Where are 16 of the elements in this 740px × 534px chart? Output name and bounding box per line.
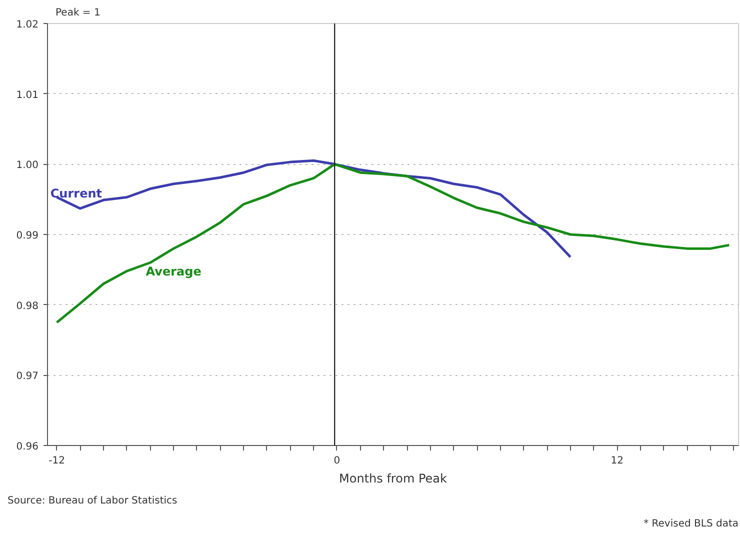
y-tick-label: 1.00 bbox=[16, 160, 38, 172]
y-tick-label: 1.01 bbox=[16, 90, 38, 101]
y-tick-label: 0.98 bbox=[16, 300, 38, 312]
text: * Revised BLS data bbox=[644, 518, 739, 530]
y-tick-label: 0.99 bbox=[16, 230, 38, 242]
y-tick-label: 0.96 bbox=[16, 442, 38, 452]
x-tick-label: -12 bbox=[48, 456, 66, 466]
series-label: Average bbox=[146, 264, 202, 279]
series-label: Current bbox=[50, 186, 102, 200]
x-axis-title: Months from Peak bbox=[339, 472, 448, 486]
x-tick-label: 0 bbox=[334, 456, 340, 466]
y-axis-title: Peak = 1 bbox=[56, 8, 100, 18]
y-tick-label: 1.02 bbox=[16, 20, 38, 30]
x-tick-label: 12 bbox=[610, 456, 624, 466]
source-note: Source: Bureau of Labor Statistics bbox=[8, 496, 178, 506]
y-tick-label: 0.97 bbox=[16, 371, 38, 382]
